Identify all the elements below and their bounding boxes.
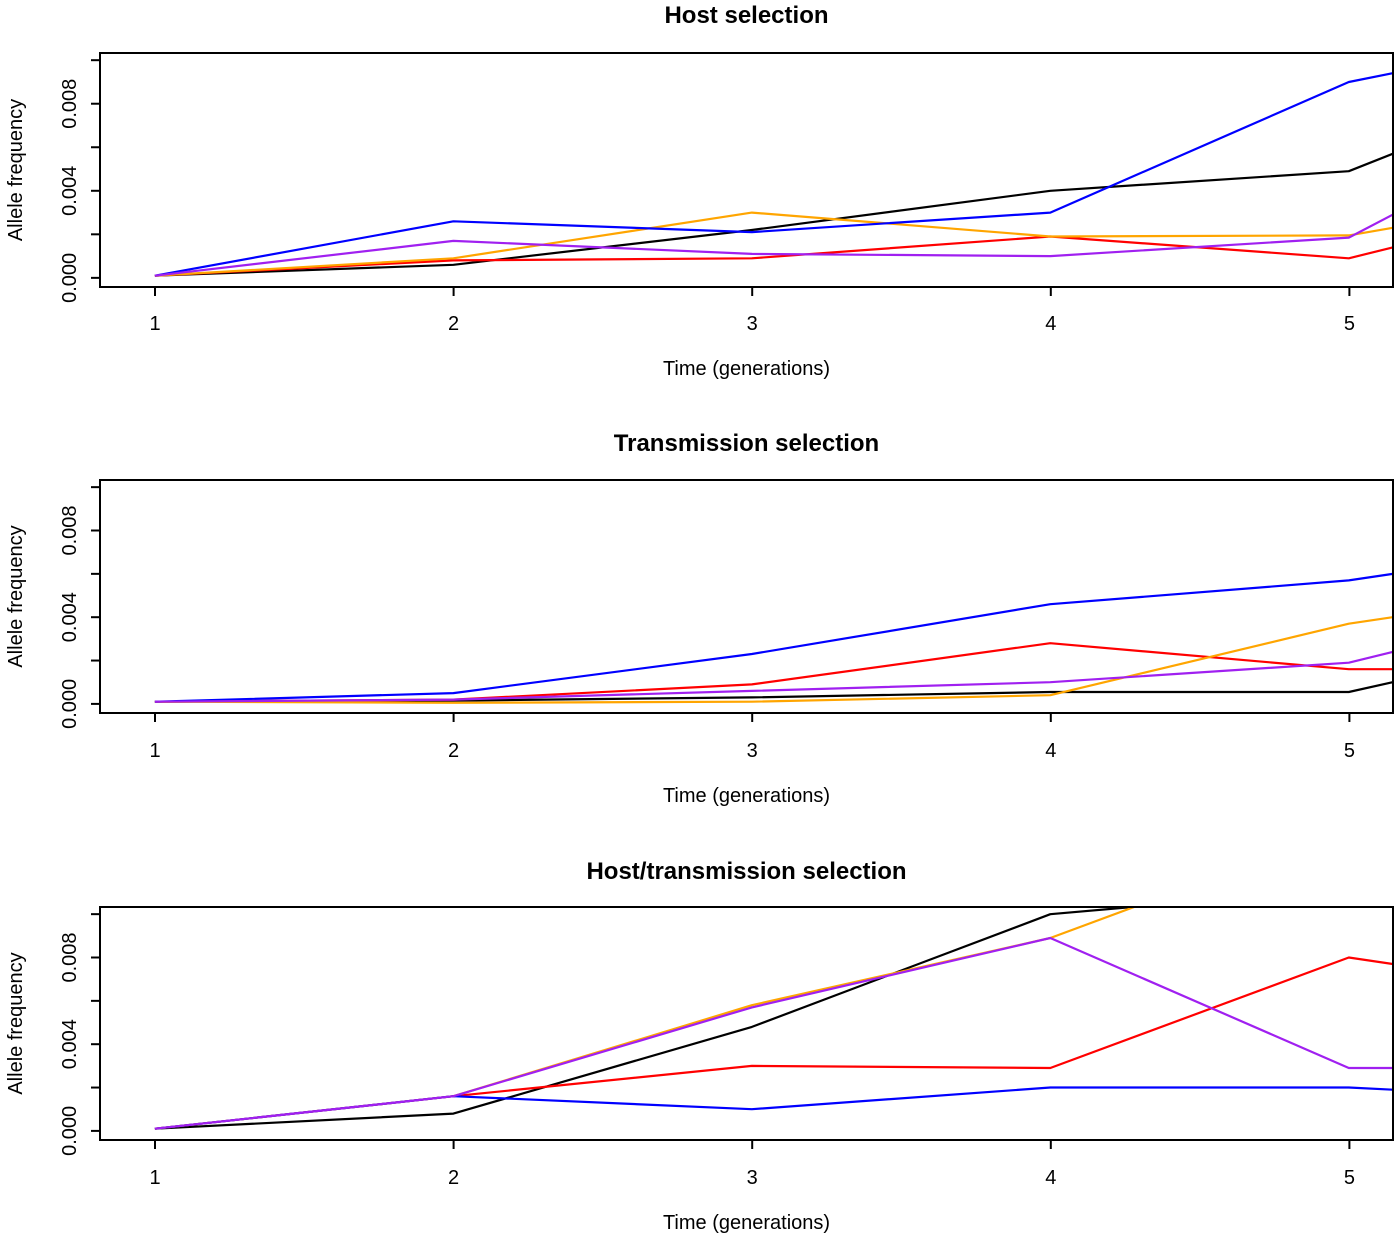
y-tick-label: 0.004 xyxy=(59,1019,81,1069)
series-line-red xyxy=(154,235,1393,277)
series-lines xyxy=(154,572,1393,704)
y-tick-label: 0.008 xyxy=(59,505,81,555)
x-tick-label: 2 xyxy=(448,740,459,762)
x-tick-label: 1 xyxy=(149,1167,160,1189)
plot-box xyxy=(99,906,1394,1141)
y-tick-label: 0.004 xyxy=(59,166,81,216)
x-tick-label: 3 xyxy=(747,313,758,335)
y-tick-label: 0.000 xyxy=(59,679,81,729)
x-tick-label: 1 xyxy=(149,313,160,335)
x-tick-label: 4 xyxy=(1045,313,1056,335)
y-tick-label: 0.000 xyxy=(59,1106,81,1156)
series-line-black xyxy=(154,681,1393,703)
x-tick-label: 1 xyxy=(149,740,160,762)
x-tick-label: 2 xyxy=(448,313,459,335)
series-line-blue xyxy=(154,72,1393,277)
series-lines xyxy=(154,72,1393,277)
y-axis-label: Allele frequency xyxy=(5,952,27,1094)
y-tick-label: 0.008 xyxy=(59,79,81,129)
plot-box xyxy=(99,479,1394,714)
series-line-purple xyxy=(154,936,1393,1130)
y-axis-label: Allele frequency xyxy=(5,525,27,667)
panel-title: Host selection xyxy=(664,2,828,29)
x-axis-label: Time (generations) xyxy=(663,785,830,807)
panel-host-selection: Host selection 0.000 0.004 0.008 1 2 3 4 5 Time (… xyxy=(5,2,1394,380)
x-axis-label: Time (generations) xyxy=(663,1212,830,1234)
series-line-purple xyxy=(154,213,1393,277)
y-tick-label: 0.008 xyxy=(59,932,81,982)
series-line-orange xyxy=(154,616,1393,704)
y-tick-label: 0.000 xyxy=(59,253,81,303)
plot-box xyxy=(99,52,1394,288)
panel-title: Host/transmission selection xyxy=(586,858,906,885)
x-tick-label: 3 xyxy=(747,1167,758,1189)
series-lines xyxy=(154,907,1393,1130)
series-line-red xyxy=(154,956,1393,1130)
x-tick-label: 5 xyxy=(1344,313,1355,335)
panel-title: Transmission selection xyxy=(614,430,879,457)
x-tick-label: 5 xyxy=(1344,740,1355,762)
x-tick-label: 5 xyxy=(1344,1167,1355,1189)
x-tick-label: 3 xyxy=(747,740,758,762)
y-axis-label: Allele frequency xyxy=(5,99,27,241)
x-axis-label: Time (generations) xyxy=(663,358,830,380)
series-line-blue xyxy=(154,572,1393,703)
panel-transmission-selection: Transmission selection 0.000 0.004 0.008 1 2 3… xyxy=(5,430,1394,807)
x-tick-label: 2 xyxy=(448,1167,459,1189)
panel-host-transmission-selection: Host/transmission selection 0.000 0.004 0.0… xyxy=(5,858,1394,1234)
y-tick-label: 0.004 xyxy=(59,592,81,642)
x-tick-label: 4 xyxy=(1045,1167,1056,1189)
x-tick-label: 4 xyxy=(1045,740,1056,762)
series-line-purple xyxy=(154,650,1393,703)
series-line-black xyxy=(154,152,1393,277)
